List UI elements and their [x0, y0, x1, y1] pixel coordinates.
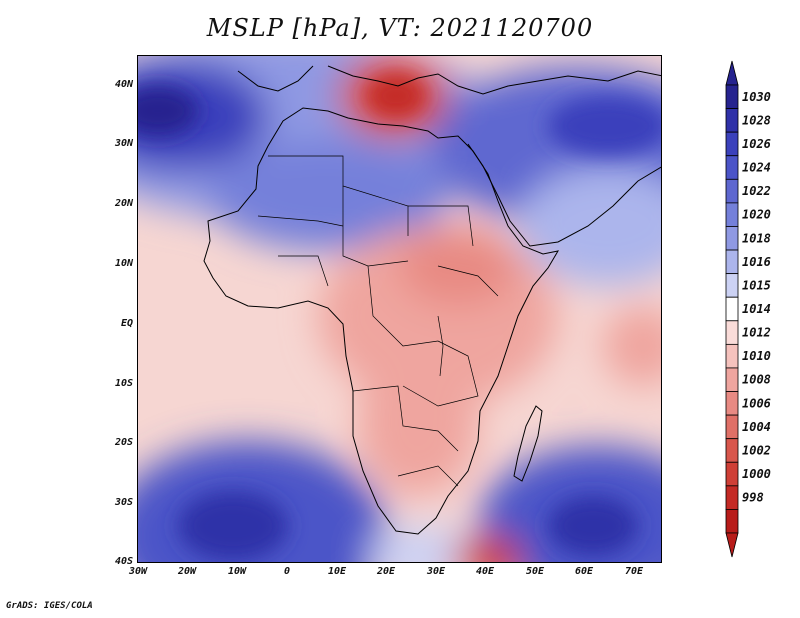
- east-africa-low: [398, 226, 518, 306]
- mediterranean-low-core: [366, 74, 426, 118]
- colorbar-segment: [725, 131, 739, 157]
- colorbar-bottom-arrow: [725, 532, 739, 558]
- colorbar-segment: [725, 178, 739, 204]
- lon-label-20w: 20W: [177, 566, 197, 577]
- lon-label-60e: 60E: [574, 566, 594, 577]
- colorbar-segment: [725, 320, 739, 345]
- colorbar-top-arrow: [725, 60, 739, 86]
- south-indian-high-core: [548, 496, 638, 556]
- lon-label-50e: 50E: [525, 566, 545, 577]
- colorbar-label: 1016: [742, 255, 771, 269]
- colorbar-label: 1014: [742, 302, 771, 316]
- arabia-coastline: [467, 143, 661, 247]
- country-borders: [257, 155, 499, 487]
- border-3: [408, 205, 474, 247]
- lat-label-30n: 30N: [114, 138, 133, 149]
- colorbar-label: 1018: [742, 231, 771, 245]
- coastlines: [203, 65, 661, 535]
- indian-ocean-low: [603, 306, 661, 386]
- colorbar-segment: [725, 343, 739, 369]
- madagascar-coastline: [513, 405, 543, 482]
- colorbar-label: 1015: [742, 278, 771, 292]
- colorbar-segment: [725, 438, 739, 463]
- sahara-high: [208, 141, 448, 251]
- border-4: [367, 265, 439, 347]
- lon-label-20e: 20E: [376, 566, 396, 577]
- lat-label-10s: 10S: [114, 378, 133, 389]
- lon-label-10w: 10W: [227, 566, 247, 577]
- south-atlantic-high-core: [178, 491, 288, 561]
- border-9: [257, 215, 344, 227]
- colorbar-label: 1028: [742, 113, 771, 127]
- footer-credit: GrADS: IGES/COLA: [6, 601, 93, 611]
- border-5: [402, 340, 479, 407]
- arabia-high-core: [548, 96, 661, 156]
- colorbar-label: 1026: [742, 137, 771, 151]
- colorbar-segment: [725, 485, 739, 510]
- colorbar-label: 1030: [742, 90, 771, 104]
- africa-coastline: [203, 107, 559, 535]
- border-7: [397, 465, 459, 487]
- map-panel: [137, 55, 662, 563]
- border-2: [342, 186, 409, 267]
- colorbar-segment: [725, 202, 739, 227]
- southern-low: [453, 536, 523, 562]
- lat-label-eq: EQ: [120, 318, 133, 329]
- colorbar-label: 1006: [742, 396, 771, 410]
- colorbar-segment: [725, 296, 739, 322]
- colorbar-label: 1004: [742, 420, 771, 434]
- pressure-cores: [138, 74, 661, 561]
- great-lakes: [437, 315, 444, 377]
- colorbar: 1030 1028 1026 1024 1022 1020 1018 1016 1015 1014…: [725, 60, 771, 558]
- lat-label-30s: 30S: [114, 497, 133, 508]
- colorbar-segment: [725, 84, 739, 109]
- colorbar-segment: [725, 155, 739, 180]
- iberia-coast: [237, 65, 314, 92]
- lon-label-40e: 40E: [475, 566, 495, 577]
- colorbar-segment: [725, 108, 739, 133]
- colorbar-label: 1010: [742, 349, 771, 363]
- border-8: [278, 255, 329, 287]
- colorbar-segment: [725, 391, 739, 416]
- colorbar-segment: [725, 414, 739, 440]
- colorbar-label: 1000: [742, 467, 771, 481]
- lat-label-20s: 20S: [114, 437, 133, 448]
- lon-label-30w: 30W: [128, 566, 148, 577]
- colorbar-segment: [725, 509, 739, 534]
- lat-label-40n: 40N: [114, 79, 133, 90]
- lat-label-40s: 40S: [114, 556, 133, 567]
- mediterranean-coast: [327, 65, 661, 95]
- colorbar-segment: [725, 461, 739, 487]
- lat-label-10n: 10N: [114, 258, 133, 269]
- colorbar-label: 998: [742, 491, 764, 505]
- border-10: [437, 265, 499, 297]
- pressure-map: [138, 56, 661, 562]
- north-atlantic-high-core: [138, 86, 198, 136]
- southern-africa-low: [358, 356, 478, 496]
- lon-label-0: 0: [283, 566, 291, 577]
- colorbar-label: 1022: [742, 184, 771, 198]
- lat-label-20n: 20N: [114, 198, 133, 209]
- lon-label-70e: 70E: [624, 566, 644, 577]
- colorbar-label: 1024: [742, 161, 771, 175]
- colorbar-label: 1012: [742, 326, 771, 340]
- colorbar-segment: [725, 367, 739, 392]
- border-6: [352, 385, 459, 452]
- colorbar-segment: [725, 273, 739, 298]
- lon-label-30e: 30E: [426, 566, 446, 577]
- lon-label-10e: 10E: [327, 566, 347, 577]
- colorbar-label: 1008: [742, 373, 771, 387]
- colorbar-segment: [725, 249, 739, 275]
- colorbar-label: 1020: [742, 208, 771, 222]
- plot-title: MSLP [hPa], VT: 2021120700: [206, 14, 594, 42]
- colorbar-segment: [725, 226, 739, 251]
- arabian-sea-high: [518, 166, 661, 286]
- colorbar-label: 1002: [742, 443, 771, 457]
